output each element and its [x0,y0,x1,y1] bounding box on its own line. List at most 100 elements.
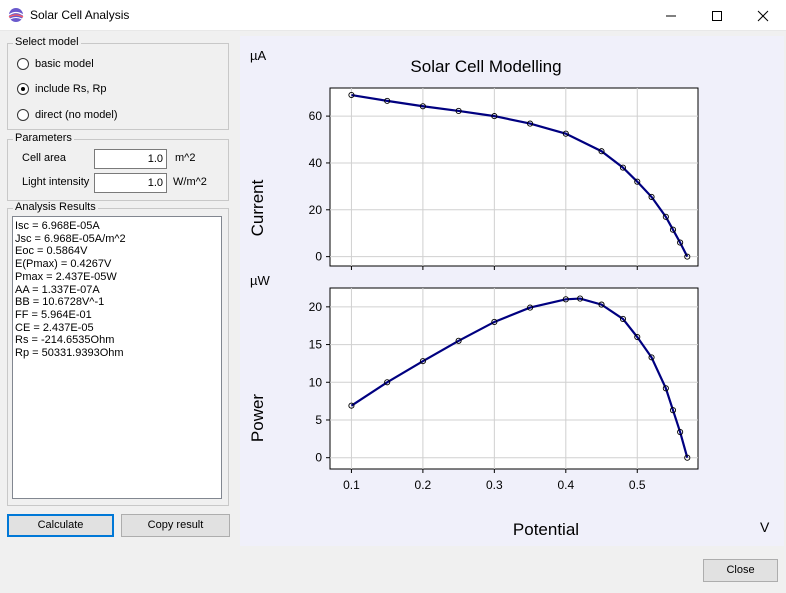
parameters-label: Parameters [13,132,74,144]
y-tick-label: 20 [309,203,323,217]
result-line: AA = 1.337E-07A [15,283,100,296]
top-y-axis-label: Current [248,179,267,236]
result-line: Rs = -214.6535Ohm [15,334,115,347]
minimize-button[interactable] [648,0,694,31]
minimize-icon [666,15,676,17]
maximize-icon [712,11,722,21]
chart-title: Solar Cell Modelling [410,57,561,76]
result-line: Jsc = 6.968E-05A/m^2 [15,232,126,245]
y-tick-label: 60 [309,109,323,123]
cell-area-input[interactable]: 1.0 [94,149,167,169]
data-point [384,379,391,386]
close-icon [757,10,769,22]
data-point [419,103,426,110]
data-point [598,148,605,155]
y-tick-label: 0 [315,250,322,264]
data-point [619,164,627,171]
top-y-unit: µA [250,48,266,63]
x-tick-label: 0.5 [629,478,646,492]
light-intensity-unit: W/m^2 [173,176,207,188]
maximize-button[interactable] [694,0,740,31]
radio-include-rs-rp[interactable]: include Rs, Rp [17,81,107,97]
radio-button[interactable] [17,83,29,95]
current-plot: 0 20 40 60 [309,87,699,270]
y-tick-label: 20 [309,300,323,314]
y-tick-label: 0 [315,451,322,465]
window-title: Solar Cell Analysis [30,8,130,22]
y-tick-label: 5 [315,413,322,427]
x-axis-unit: V [760,519,770,535]
bottom-y-axis-label: Power [248,394,267,443]
result-line: FF = 5.964E-01 [15,308,92,321]
results-textbox[interactable]: Isc = 6.968E-05A Jsc = 6.968E-05A/m^2 Eo… [12,216,222,499]
result-line: E(Pmax) = 0.4267V [15,258,112,271]
plot-area: Solar Cell Modelling µA Current µW Power… [240,36,784,546]
select-model-group: Select model basic model include Rs, Rp … [7,36,229,130]
data-point [619,315,627,322]
app-icon [8,8,24,22]
data-point [669,407,677,414]
data-point [455,337,462,344]
y-tick-label: 15 [309,338,323,352]
close-button[interactable]: Close [703,559,778,582]
data-point [527,120,534,127]
data-point [677,239,684,246]
parameters-group: Parameters Cell area 1.0 m^2 Light inten… [7,132,229,201]
x-tick-label: 0.4 [557,478,574,492]
data-point [684,454,691,461]
analysis-results-group: Analysis Results [7,201,229,506]
y-tick-label: 10 [309,375,323,389]
power-plot: 0.1 0.2 0.3 0.4 0.5 0 5 10 15 20 [309,287,699,492]
plot-frame [329,287,699,470]
series-line [350,297,689,458]
data-point [684,253,691,260]
series-line [351,93,689,258]
data-point [598,301,605,308]
light-intensity-input[interactable]: 1.0 [94,173,167,193]
radio-label: include Rs, Rp [35,83,107,95]
result-line: BB = 10.6728V^-1 [15,296,105,309]
cell-area-label: Cell area [22,152,67,164]
data-point [634,178,641,185]
x-tick-label: 0.2 [415,478,432,492]
bottom-y-unit: µW [250,273,270,288]
data-point [491,318,498,325]
light-intensity-label: Light intensity [22,176,90,188]
data-point [348,402,355,409]
data-point [669,226,677,233]
data-point [662,213,669,220]
radio-basic-model[interactable]: basic model [17,56,94,72]
radio-label: direct (no model) [35,109,118,121]
close-window-button[interactable] [740,0,786,31]
x-axis-label: Potential [513,520,579,539]
data-point [577,295,584,302]
copy-result-button[interactable]: Copy result [121,514,230,537]
data-point [419,358,426,365]
select-model-label: Select model [13,36,81,48]
analysis-results-label: Analysis Results [13,201,98,213]
result-line: CE = 2.437E-05 [15,321,94,334]
chart: Solar Cell Modelling µA Current µW Power… [248,48,770,539]
radio-button[interactable] [17,109,29,121]
calculate-button[interactable]: Calculate [7,514,114,537]
cell-area-unit: m^2 [175,152,196,164]
plot-frame [329,87,699,267]
data-point [348,91,355,99]
data-point [455,107,462,115]
data-point [527,304,534,311]
radio-direct[interactable]: direct (no model) [17,107,118,123]
result-line: Pmax = 2.437E-05W [15,270,117,283]
data-point [677,428,684,436]
data-point [662,385,669,392]
y-tick-label: 40 [309,156,323,170]
data-point [634,333,641,341]
data-point [562,296,569,303]
radio-button[interactable] [17,58,29,70]
x-tick-label: 0.3 [486,478,503,492]
data-point [562,130,569,137]
data-point [648,193,655,200]
result-line: Eoc = 0.5864V [15,245,88,258]
x-tick-label: 0.1 [343,478,360,492]
result-line: Isc = 6.968E-05A [15,220,100,232]
data-point [491,113,498,120]
